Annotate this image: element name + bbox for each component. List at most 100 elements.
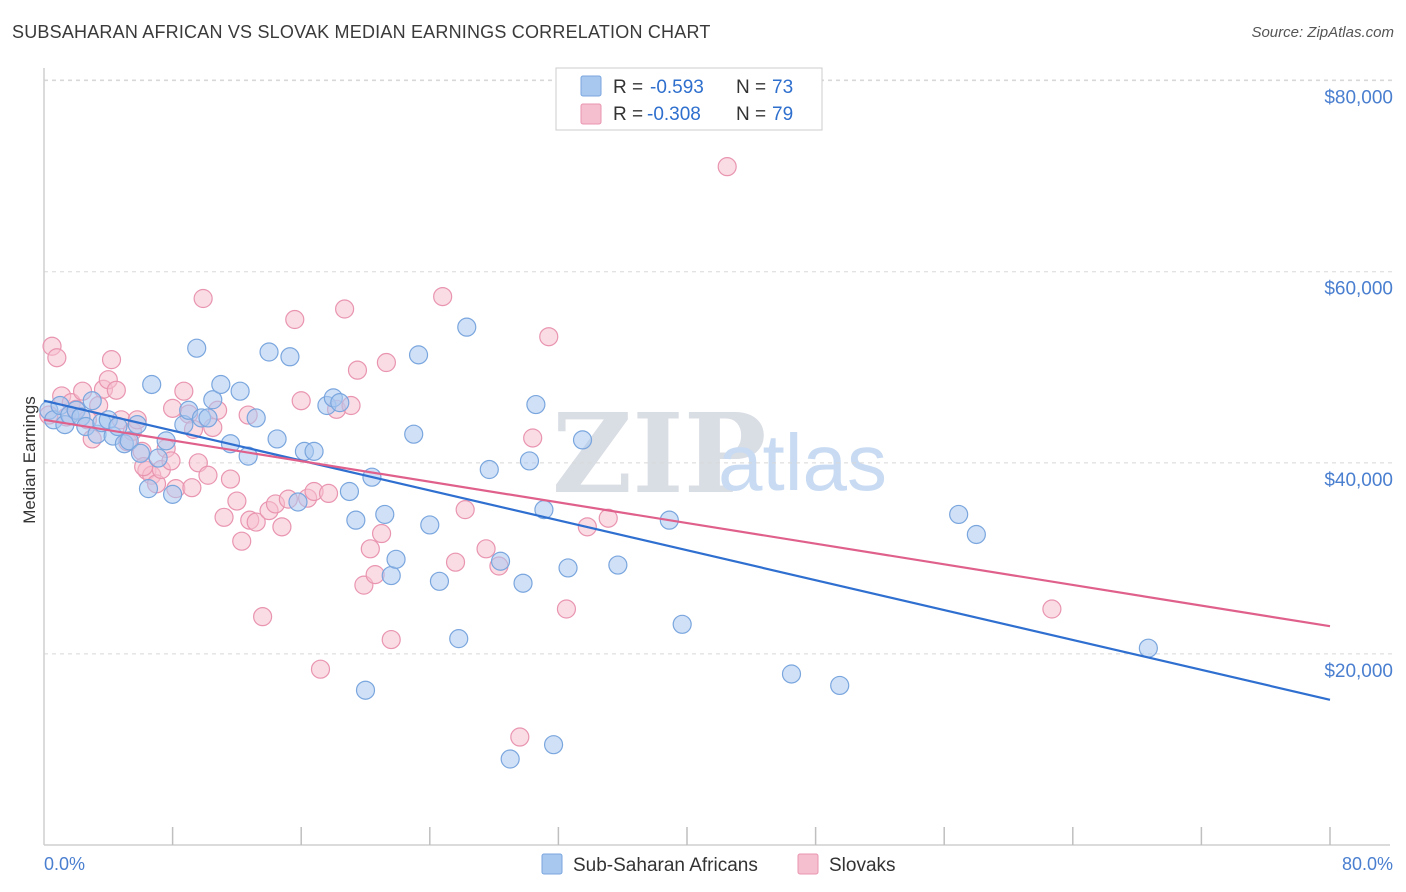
sub-saharan-point [203, 390, 223, 410]
slovak-point [285, 309, 305, 330]
bottom-legend-swatch-pink [797, 853, 819, 875]
slovak-point [335, 299, 355, 319]
sub-saharan-point [1138, 638, 1158, 658]
sub-saharan-point [558, 558, 578, 578]
slovak-point [371, 523, 392, 544]
sub-saharan-trend-line [43, 399, 1331, 701]
bottom-legend-label-pink: Slovaks [829, 855, 896, 876]
y-axis-label: Median Earnings [20, 396, 39, 524]
chart-title: SUBSAHARAN AFRICAN VS SLOVAK MEDIAN EARN… [12, 22, 711, 42]
watermark-zip: ZIP [552, 389, 766, 518]
x-tick-label-end: 80.0% [1342, 854, 1393, 874]
slovak-point [163, 398, 183, 418]
slovak-point [198, 465, 218, 485]
axis-layer [43, 68, 1390, 846]
bottom-legend-swatch-blue [541, 853, 563, 875]
legend-n-label-blue: N = [736, 77, 766, 98]
slovak-point [476, 539, 496, 559]
slovak-point [246, 512, 266, 532]
y-tick-label: $80,000 [1324, 88, 1393, 109]
slovaks-points [39, 157, 1062, 747]
slovak-point [291, 391, 311, 411]
sub-saharan-point [142, 374, 162, 395]
slovak-point [232, 531, 252, 551]
sub-saharan-point [148, 448, 168, 468]
sub-saharan-point [519, 451, 540, 471]
sub-saharan-point [386, 549, 406, 569]
sub-saharan-point [404, 424, 424, 444]
slovak-point [47, 348, 67, 368]
slovak-point [523, 428, 543, 448]
sub-saharan-point [346, 510, 366, 530]
sub-saharan-point [449, 629, 469, 649]
slovak-point [598, 508, 618, 528]
source-note: Source: ZipAtlas.com [1251, 24, 1394, 41]
slovak-point [717, 157, 737, 177]
sub-saharan-point [543, 735, 564, 755]
sub-saharan-point [246, 408, 266, 428]
sub-saharan-point [949, 504, 969, 525]
sub-saharan-point [526, 394, 546, 415]
trend-lines [43, 399, 1331, 701]
legend-n-value-blue: 73 [772, 77, 793, 98]
sub-saharan-point [267, 429, 287, 449]
sub-saharan-point [457, 317, 477, 337]
legend-swatch-blue [580, 75, 602, 97]
y-tick-labels: $20,000 $40,000 $60,000 $80,000 [1324, 88, 1393, 682]
sub-saharan-point [781, 664, 802, 684]
sub-saharan-point [608, 555, 628, 575]
slovak-point [1042, 599, 1062, 619]
legend-swatch-pink [580, 103, 602, 125]
sub-saharan-point [572, 430, 593, 450]
sub-saharan-point [211, 374, 231, 395]
legend-n-value-pink: 79 [772, 104, 793, 125]
sub-saharan-point [500, 749, 520, 769]
y-tick-label: $60,000 [1324, 279, 1393, 300]
slovak-point [272, 517, 292, 537]
slovak-point [539, 327, 559, 347]
y-tick-label: $40,000 [1324, 470, 1393, 491]
slovak-point [214, 507, 234, 527]
sub-saharan-point [163, 484, 183, 504]
watermark-atlas: atlas [718, 418, 887, 507]
sub-saharan-point [198, 408, 218, 428]
slovak-point [445, 552, 466, 572]
slovak-point [360, 539, 380, 559]
sub-saharan-point [408, 345, 429, 365]
legend-n-label-pink: N = [736, 104, 766, 125]
sub-saharan-point [304, 441, 324, 461]
sub-saharan-point [187, 338, 207, 358]
sub-saharan-point [330, 393, 350, 413]
sub-saharan-point [119, 431, 139, 451]
sub-saharan-point [82, 391, 102, 411]
sub-saharan-point [230, 381, 250, 401]
top-legend: R = -0.593 N = 73 R = -0.308 N = 79 [555, 67, 823, 131]
sub-saharan-point [420, 515, 440, 535]
slovak-point [556, 599, 577, 619]
legend-r-value-pink: -0.308 [647, 104, 701, 125]
sub-saharan-point [138, 479, 159, 499]
slovak-point [455, 500, 475, 520]
sub-saharan-point [259, 342, 279, 362]
slovak-point [174, 381, 194, 401]
slovak-point [365, 565, 385, 585]
sub-saharan-point [966, 524, 986, 545]
slovak-point [101, 350, 122, 370]
sub-saharan-point [672, 614, 692, 634]
legend-r-value-blue: -0.593 [650, 77, 704, 98]
sub-saharan-point [339, 481, 360, 502]
bottom-legend-label-blue: Sub-Saharan Africans [573, 855, 758, 876]
slovak-point [193, 288, 213, 309]
sub-saharan-point [490, 551, 511, 571]
slovak-point [182, 478, 202, 498]
slovak-point [510, 727, 530, 747]
slovak-point [106, 380, 126, 400]
slovak-point [433, 286, 453, 307]
legend-r-label-blue: R = [613, 77, 643, 98]
x-tick-label-start: 0.0% [44, 854, 85, 874]
sub-saharan-point [375, 504, 395, 525]
sub-saharan-point [429, 571, 450, 591]
y-tick-label: $20,000 [1324, 661, 1393, 682]
sub-saharan-point [381, 565, 401, 586]
